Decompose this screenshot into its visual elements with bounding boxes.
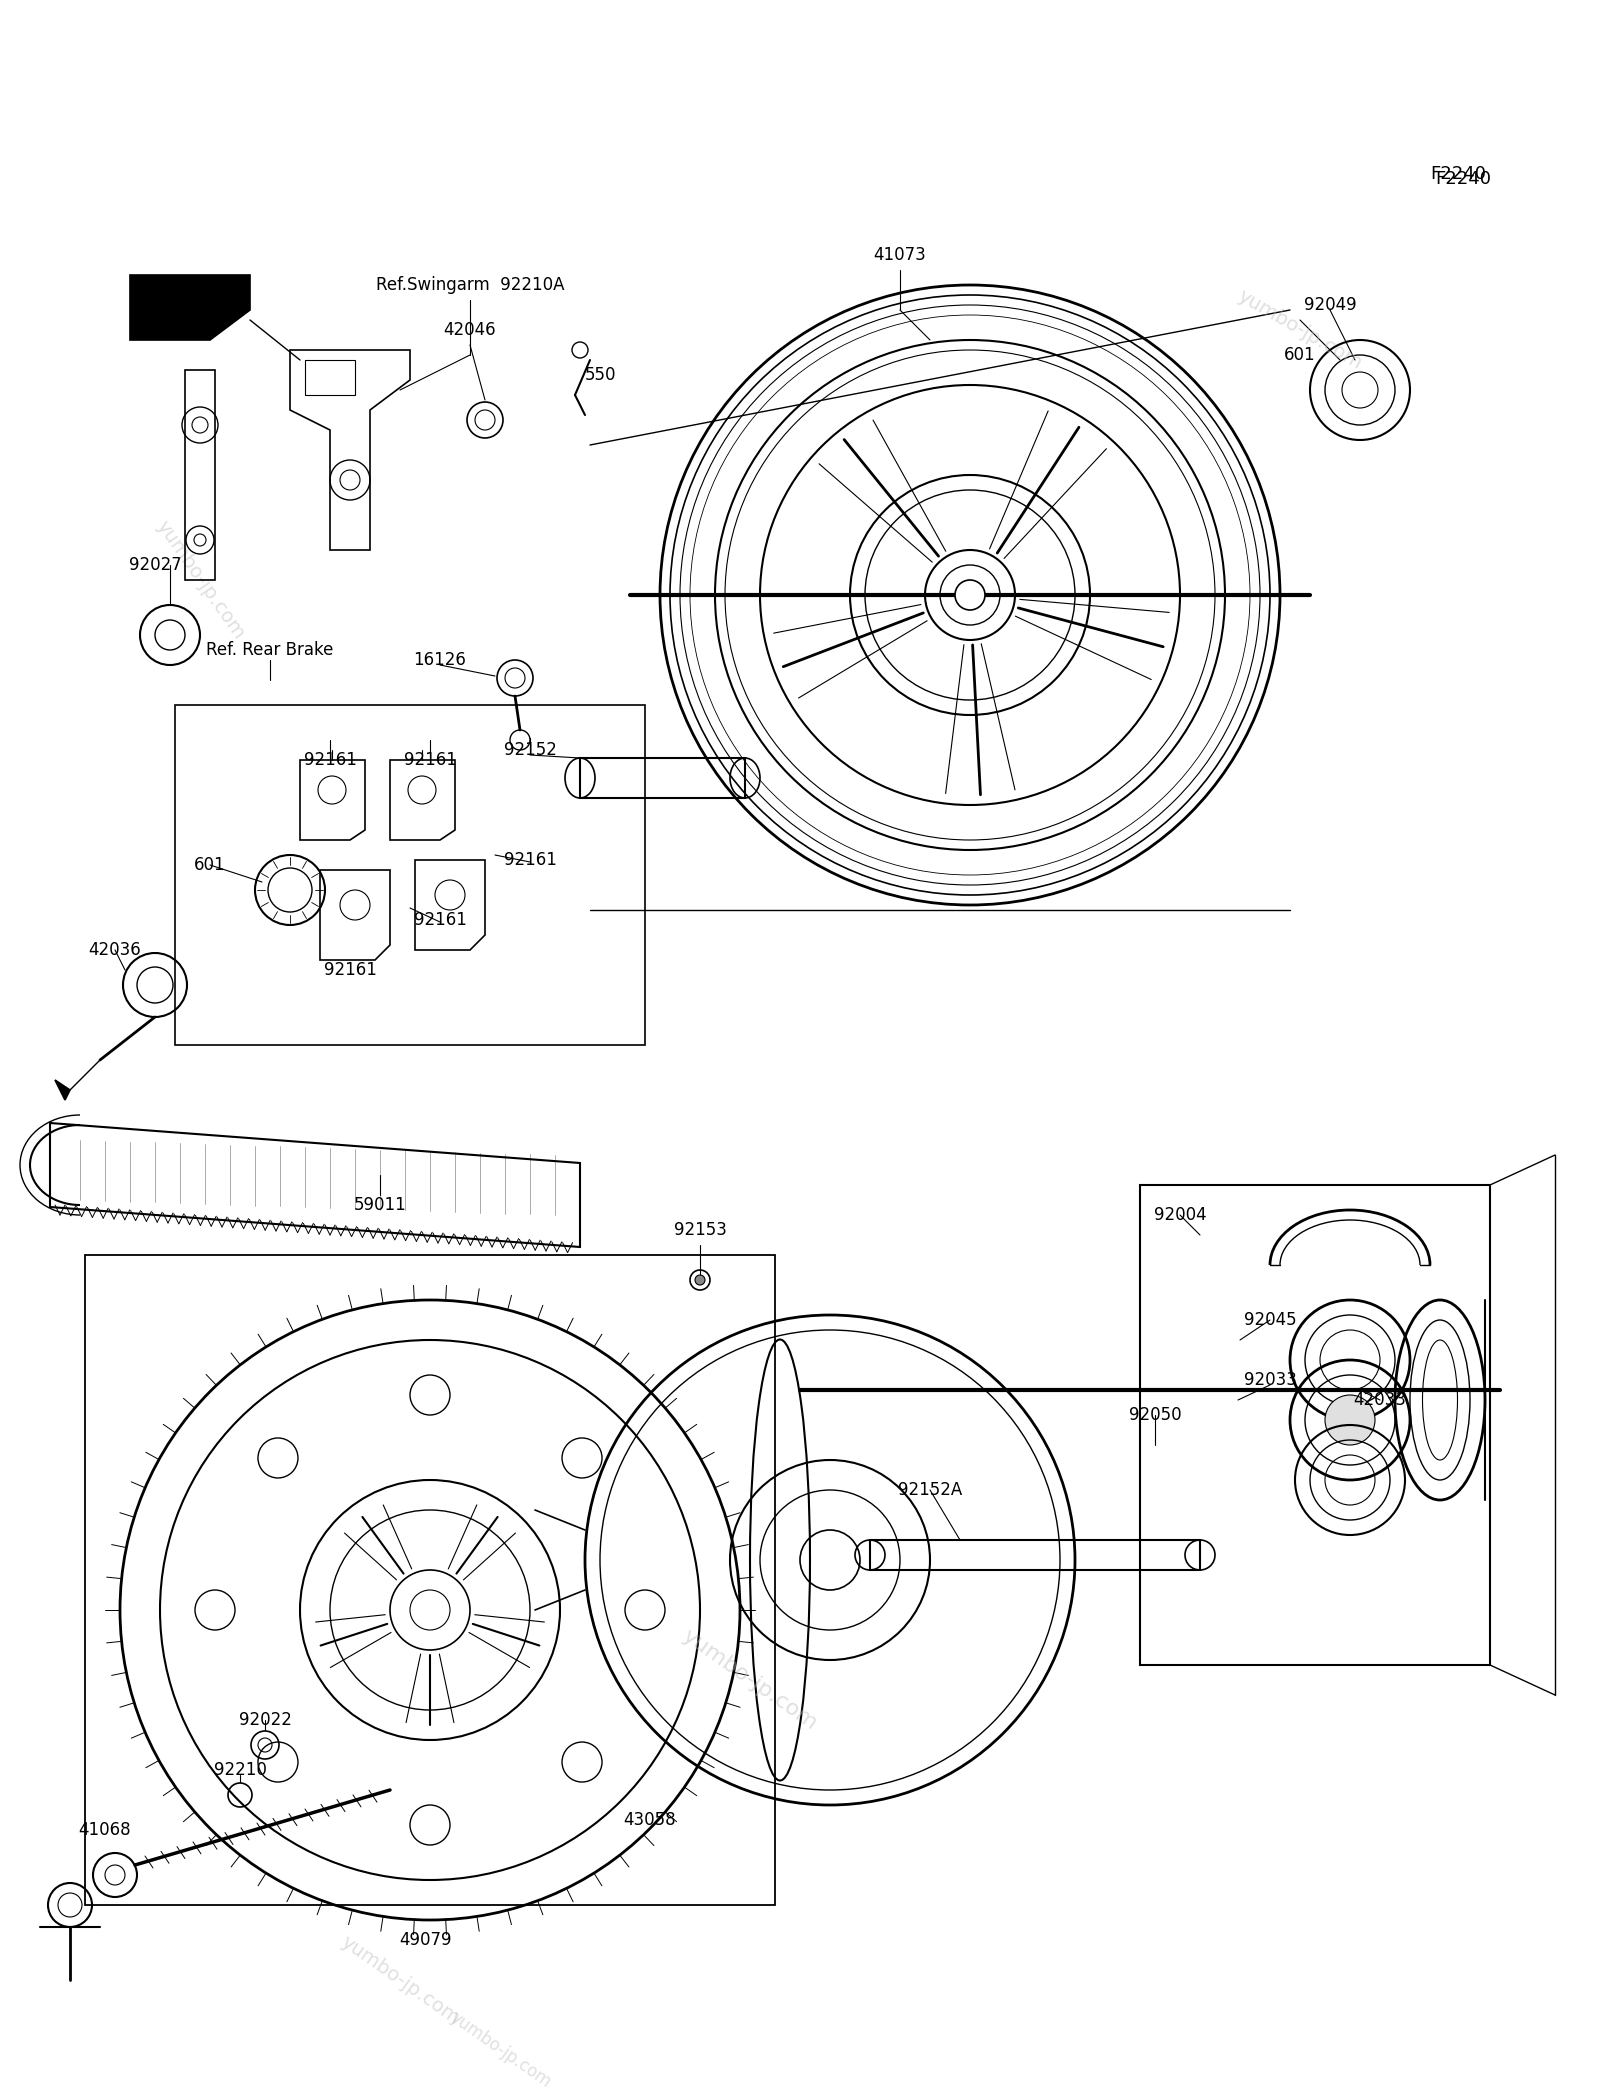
Text: yumbo-jp.com: yumbo-jp.com (1235, 287, 1365, 372)
Circle shape (1325, 1395, 1374, 1446)
Text: 92161: 92161 (323, 960, 376, 979)
Polygon shape (130, 274, 250, 341)
Text: yumbo-jp.com: yumbo-jp.com (446, 2008, 554, 2092)
Text: 92004: 92004 (1154, 1205, 1206, 1224)
Text: yumbo-jp.com: yumbo-jp.com (152, 517, 248, 642)
Text: 16126: 16126 (413, 651, 467, 669)
Text: 92161: 92161 (403, 751, 456, 770)
Circle shape (694, 1274, 706, 1284)
Bar (870, 1540, 1200, 1569)
Text: FRONT: FRONT (163, 301, 216, 316)
Text: 92045: 92045 (1243, 1312, 1296, 1328)
Text: 92049: 92049 (1304, 295, 1357, 314)
Text: 92022: 92022 (238, 1711, 291, 1728)
Text: yumbo-jp.com: yumbo-jp.com (678, 1625, 821, 1734)
Text: F2240: F2240 (1435, 169, 1491, 188)
Bar (1139, 1184, 1490, 1665)
Text: 41073: 41073 (874, 247, 926, 264)
Text: yumbo-jp.com: yumbo-jp.com (338, 1933, 462, 2027)
Bar (174, 705, 645, 1046)
Polygon shape (54, 1079, 70, 1100)
Bar (579, 757, 746, 797)
Text: 92210: 92210 (213, 1761, 267, 1778)
Text: 92050: 92050 (1128, 1406, 1181, 1425)
Text: 42036: 42036 (88, 941, 141, 958)
Text: 601: 601 (194, 856, 226, 874)
Text: F2240: F2240 (1430, 165, 1486, 182)
Text: 42046: 42046 (443, 320, 496, 339)
Text: 550: 550 (584, 366, 616, 385)
Text: Ref. Rear Brake: Ref. Rear Brake (206, 640, 334, 659)
Bar (306, 360, 355, 395)
Circle shape (955, 579, 986, 611)
Text: 92152A: 92152A (898, 1481, 962, 1500)
Text: 92153: 92153 (674, 1222, 726, 1238)
Text: 59011: 59011 (354, 1197, 406, 1213)
Text: 41068: 41068 (78, 1820, 131, 1839)
Text: 92161: 92161 (504, 851, 557, 868)
Text: 92161: 92161 (304, 751, 357, 770)
Bar (85, 1255, 774, 1906)
Text: 49079: 49079 (398, 1931, 451, 1950)
Text: Ref.Swingarm  92210A: Ref.Swingarm 92210A (376, 276, 565, 295)
Text: 92033: 92033 (1243, 1370, 1296, 1389)
Text: 92027: 92027 (128, 556, 181, 573)
Text: 601: 601 (1285, 345, 1315, 364)
Text: 92152: 92152 (504, 741, 557, 759)
Text: 43058: 43058 (624, 1812, 677, 1828)
Text: 42033: 42033 (1354, 1391, 1406, 1410)
Text: 92161: 92161 (413, 910, 467, 929)
